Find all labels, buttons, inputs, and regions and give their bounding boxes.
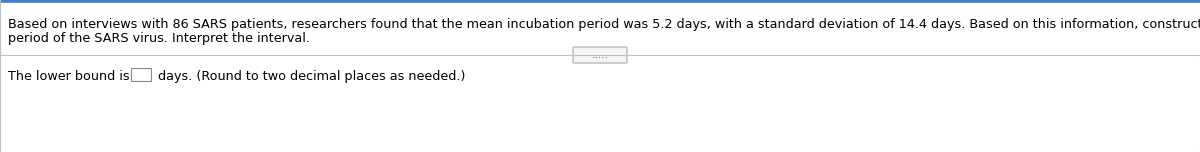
FancyBboxPatch shape bbox=[131, 68, 151, 81]
Text: period of the SARS virus. Interpret the interval.: period of the SARS virus. Interpret the … bbox=[8, 32, 310, 45]
Text: Based on interviews with 86 SARS patients, researchers found that the mean incub: Based on interviews with 86 SARS patient… bbox=[8, 18, 1200, 31]
FancyBboxPatch shape bbox=[574, 47, 628, 63]
Text: days. (Round to two decimal places as needed.): days. (Round to two decimal places as ne… bbox=[154, 70, 466, 83]
Text: .....: ..... bbox=[592, 50, 608, 60]
Text: The lower bound is: The lower bound is bbox=[8, 70, 130, 83]
